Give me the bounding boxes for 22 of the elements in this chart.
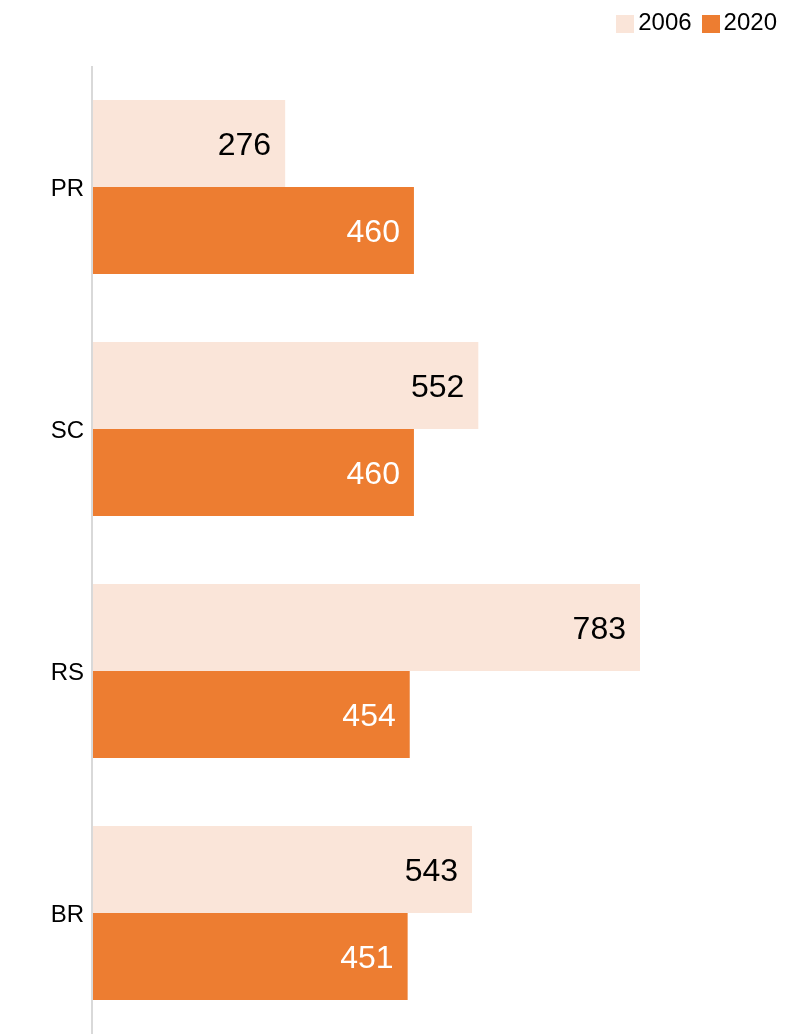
- data-label: 460: [346, 454, 400, 491]
- bar: [92, 825, 473, 913]
- data-label: 451: [340, 938, 394, 975]
- legend-label: 2020: [723, 8, 777, 35]
- y-tick-label: SC: [50, 415, 84, 443]
- y-tick-label: RS: [50, 657, 84, 685]
- y-tick-label: BR: [50, 899, 84, 927]
- bar: [92, 186, 414, 274]
- bar: [92, 583, 640, 671]
- bar: [92, 428, 414, 516]
- bar: [92, 912, 408, 1000]
- data-label: 454: [342, 696, 396, 733]
- data-label: 552: [410, 367, 465, 404]
- data-label: 276: [217, 125, 272, 162]
- legend-label: 2006: [638, 8, 692, 35]
- data-label: 783: [572, 609, 626, 646]
- y-tick-label: PR: [50, 173, 84, 201]
- bar: [92, 670, 410, 758]
- data-label: 543: [404, 851, 459, 888]
- bar: [92, 99, 286, 187]
- bar: [92, 341, 479, 429]
- data-label: 460: [346, 212, 400, 249]
